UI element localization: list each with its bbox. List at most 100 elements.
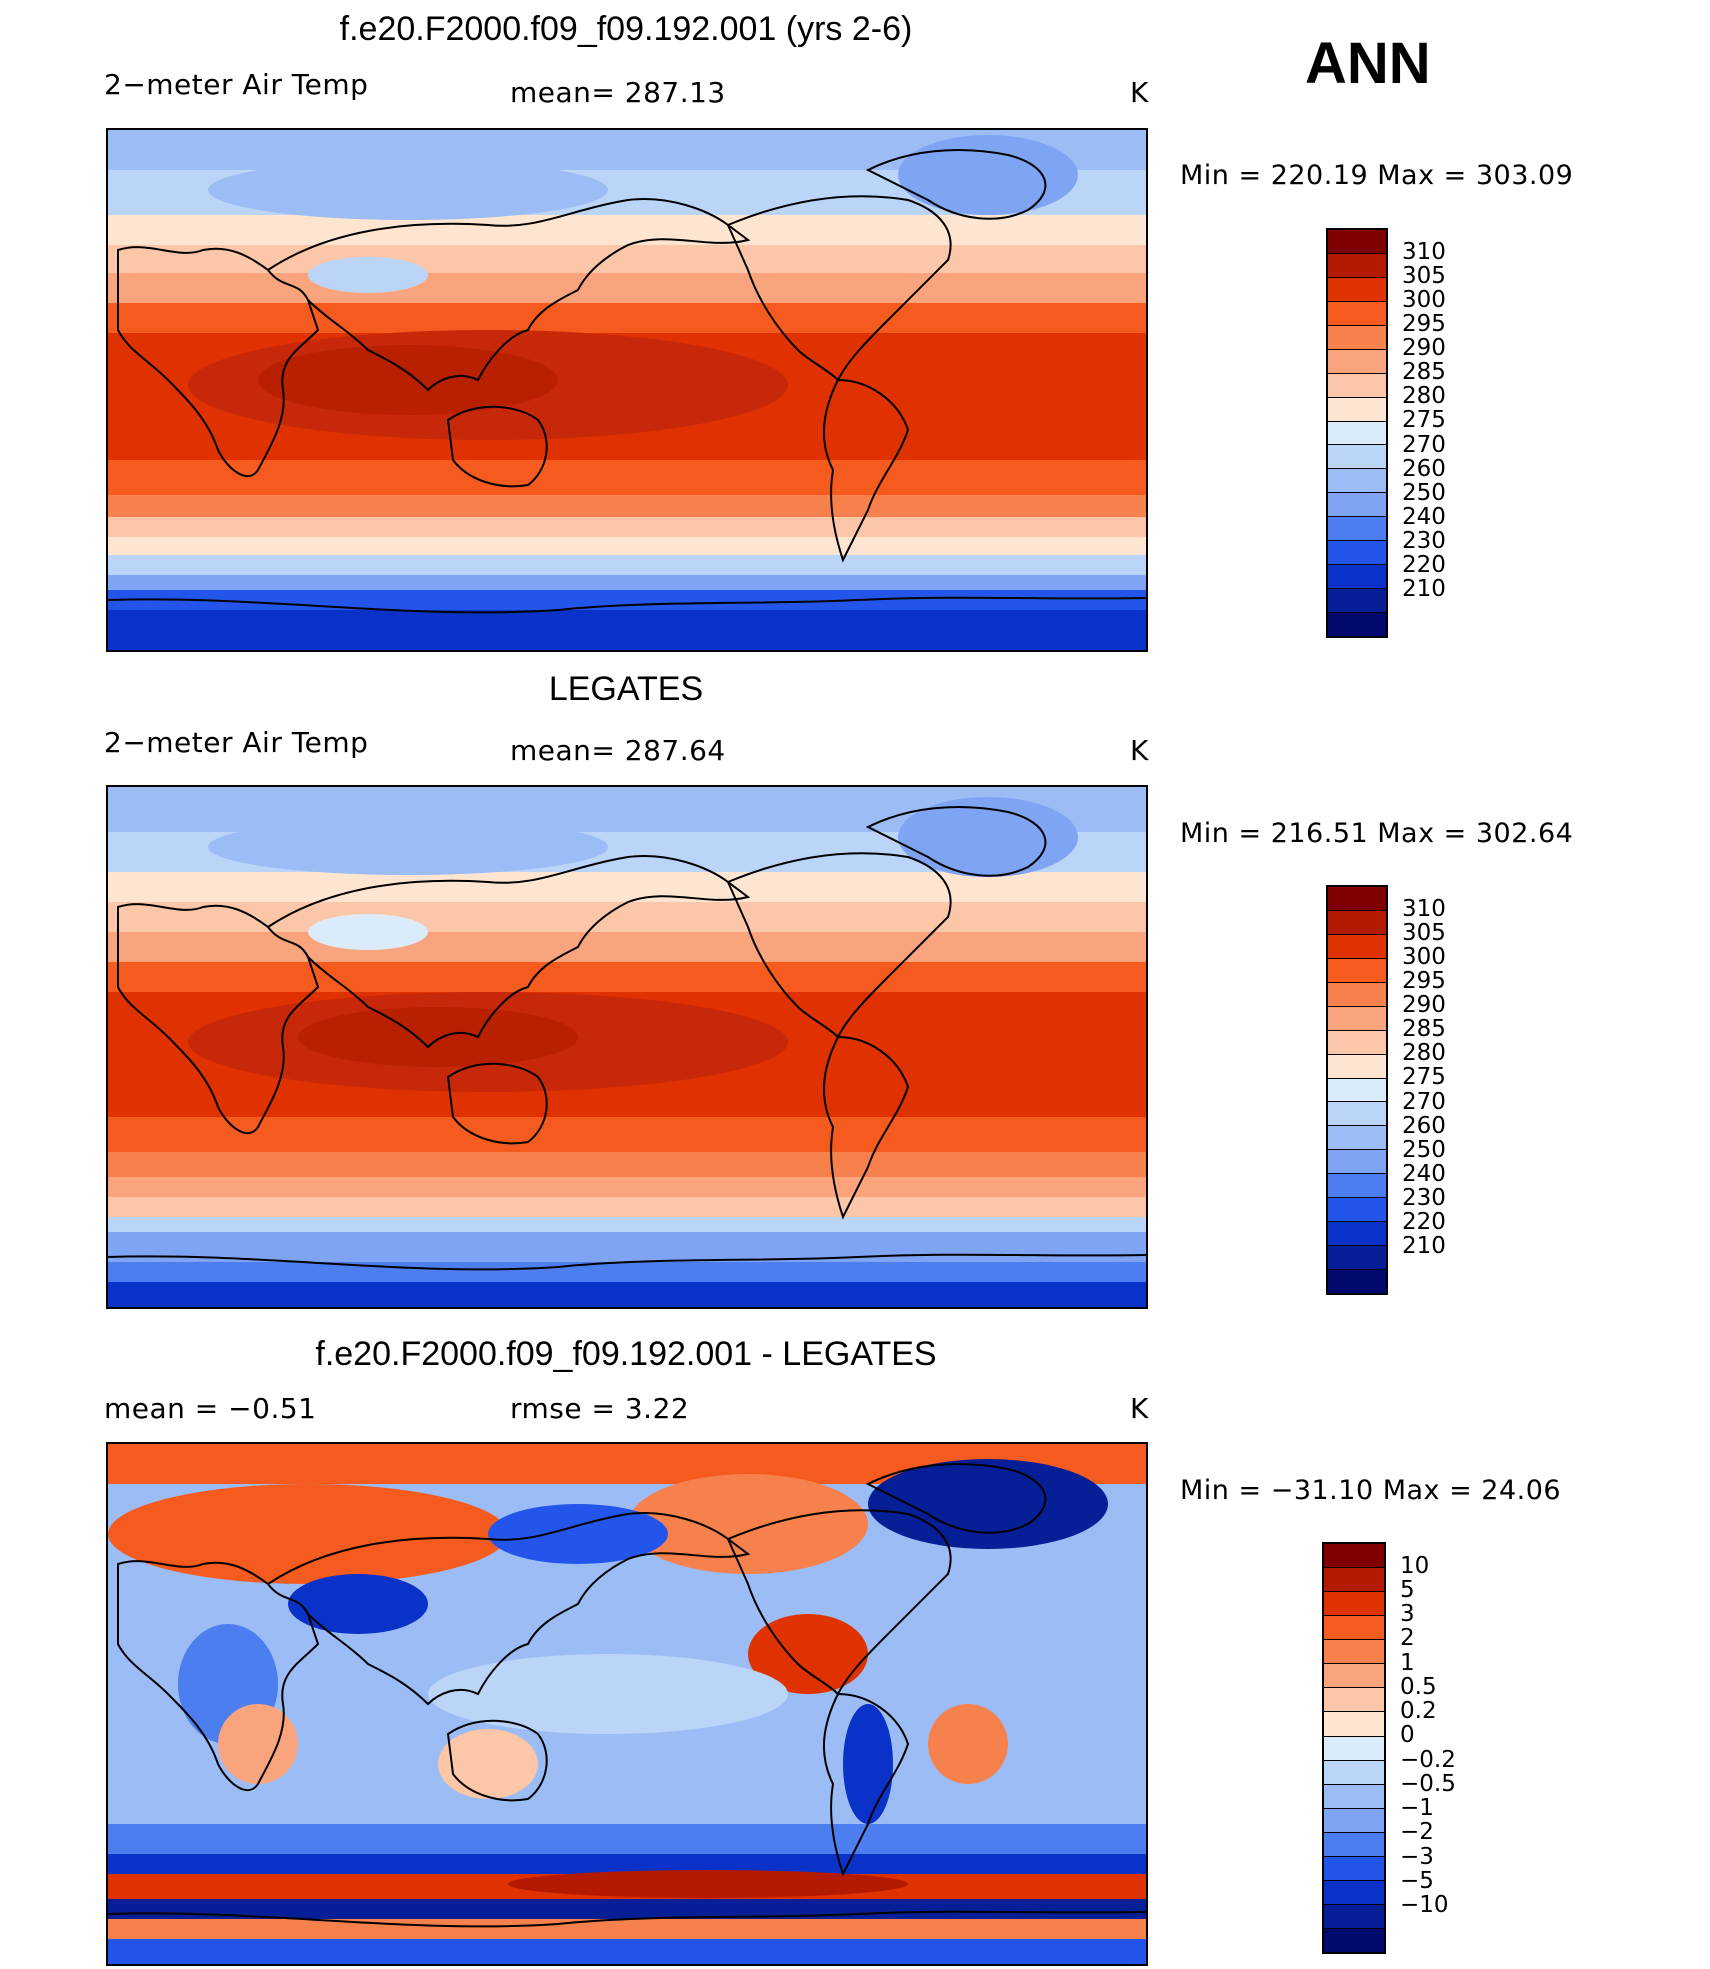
colorbar-tick-label: 295 bbox=[1402, 310, 1446, 337]
minmax-label-diff: Min = −31.10 Max = 24.06 bbox=[1180, 1475, 1562, 1506]
colorbar-tick-label: −0.2 bbox=[1400, 1746, 1456, 1773]
colorbar-tick-label: 285 bbox=[1402, 359, 1446, 386]
colorbar-swatch bbox=[1328, 1222, 1386, 1247]
colorbar-tick-label: 1 bbox=[1400, 1649, 1415, 1676]
colorbar-tick-label: 220 bbox=[1402, 552, 1446, 579]
variable-label-obs: 2−meter Air Temp bbox=[104, 726, 369, 759]
colorbar-swatch bbox=[1328, 325, 1386, 350]
temperature-field-model bbox=[108, 130, 1146, 650]
colorbar-swatch bbox=[1324, 1736, 1384, 1761]
colorbar-tick-label: 280 bbox=[1402, 383, 1446, 410]
colorbar-labels-diff: 10 5 3 2 1 0.5 0.2 0 −0.2 −0.5 −1 −2 −3 −5 −10 bbox=[1400, 1542, 1490, 1954]
colorbar-swatch bbox=[1324, 1688, 1384, 1713]
colorbar-tick-label: 270 bbox=[1402, 1088, 1446, 1115]
colorbar-swatch bbox=[1324, 1929, 1384, 1953]
panel-title-model: f.e20.F2000.f09_f09.192.001 (yrs 2-6) bbox=[339, 10, 913, 48]
colorbar-labels-model: 310 305 300 295 290 285 280 275 270 260 250 240 230 2… bbox=[1402, 228, 1482, 638]
colorbar-tick-label: 305 bbox=[1402, 919, 1446, 946]
colorbar-diff bbox=[1322, 1542, 1386, 1954]
colorbar-tick-label: 285 bbox=[1402, 1016, 1446, 1043]
season-label: ANN bbox=[1305, 31, 1431, 96]
mean-label-model: mean= 287.13 bbox=[510, 76, 726, 109]
minmax-label-obs: Min = 216.51 Max = 302.64 bbox=[1180, 818, 1574, 849]
colorbar-tick-label: 0.2 bbox=[1400, 1698, 1437, 1725]
colorbar-swatch bbox=[1328, 397, 1386, 422]
mean-label-obs: mean= 287.64 bbox=[510, 734, 726, 767]
minmax-label-model: Min = 220.19 Max = 303.09 bbox=[1180, 160, 1574, 191]
colorbar-tick-label: 260 bbox=[1402, 1112, 1446, 1139]
colorbar-tick-label: 230 bbox=[1402, 528, 1446, 555]
colorbar-tick-label: 0.5 bbox=[1400, 1673, 1437, 1700]
colorbar-tick-label: 295 bbox=[1402, 967, 1446, 994]
colorbar-swatch bbox=[1328, 958, 1386, 983]
panel-title-diff: f.e20.F2000.f09_f09.192.001 - LEGATES bbox=[315, 1335, 937, 1373]
colorbar-swatch bbox=[1328, 517, 1386, 542]
colorbar-swatch bbox=[1328, 1078, 1386, 1103]
colorbar-swatch bbox=[1324, 1616, 1384, 1641]
colorbar-tick-label: −5 bbox=[1400, 1867, 1434, 1894]
colorbar-tick-label: 250 bbox=[1402, 479, 1446, 506]
units-label-diff: K bbox=[1130, 1392, 1149, 1425]
colorbar-tick-label: 5 bbox=[1400, 1576, 1415, 1603]
colorbar-labels-obs: 310 305 300 295 290 285 280 275 270 260 250 240 230 2… bbox=[1402, 885, 1482, 1295]
colorbar-tick-label: 210 bbox=[1402, 576, 1446, 603]
mean-label-diff: mean = −0.51 bbox=[104, 1392, 317, 1425]
colorbar-swatch bbox=[1328, 1174, 1386, 1199]
colorbar-swatch bbox=[1328, 349, 1386, 374]
colorbar-tick-label: 275 bbox=[1402, 407, 1446, 434]
colorbar-swatch bbox=[1324, 1544, 1384, 1569]
colorbar-swatch bbox=[1328, 1246, 1386, 1270]
colorbar-swatch bbox=[1328, 230, 1386, 254]
colorbar-tick-label: −1 bbox=[1400, 1795, 1434, 1822]
rmse-label-diff: rmse = 3.22 bbox=[510, 1392, 690, 1425]
colorbar-tick-label: 290 bbox=[1402, 335, 1446, 362]
colorbar-tick-label: 290 bbox=[1402, 992, 1446, 1019]
colorbar-tick-label: 240 bbox=[1402, 1160, 1446, 1187]
colorbar-tick-label: 310 bbox=[1402, 895, 1446, 922]
colorbar-tick-label: 310 bbox=[1402, 238, 1446, 265]
colorbar-swatch bbox=[1324, 1784, 1384, 1809]
colorbar-tick-label: 250 bbox=[1402, 1136, 1446, 1163]
map-obs bbox=[106, 785, 1148, 1309]
colorbar-swatch bbox=[1324, 1808, 1384, 1833]
colorbar-tick-label: −2 bbox=[1400, 1819, 1434, 1846]
colorbar-swatch bbox=[1328, 589, 1386, 613]
panel-title-obs: LEGATES bbox=[548, 670, 704, 708]
colorbar-tick-label: 0 bbox=[1400, 1722, 1415, 1749]
colorbar-swatch bbox=[1324, 1904, 1384, 1929]
colorbar-swatch bbox=[1324, 1856, 1384, 1881]
colorbar-tick-label: −0.5 bbox=[1400, 1770, 1456, 1797]
colorbar-tick-label: 240 bbox=[1402, 503, 1446, 530]
colorbar-swatch bbox=[1324, 1880, 1384, 1905]
colorbar-tick-label: 210 bbox=[1402, 1233, 1446, 1260]
colorbar-swatch bbox=[1328, 1198, 1386, 1223]
colorbar-swatch bbox=[1328, 253, 1386, 278]
colorbar-swatch bbox=[1328, 301, 1386, 326]
colorbar-swatch bbox=[1328, 565, 1386, 590]
colorbar-swatch bbox=[1328, 1102, 1386, 1127]
temperature-difference-field bbox=[108, 1444, 1146, 1964]
colorbar-tick-label: −3 bbox=[1400, 1843, 1434, 1870]
colorbar-swatch bbox=[1328, 1126, 1386, 1151]
colorbar-swatch bbox=[1328, 934, 1386, 959]
colorbar-model bbox=[1326, 228, 1388, 638]
colorbar-swatch bbox=[1328, 1030, 1386, 1055]
colorbar-swatch bbox=[1328, 910, 1386, 935]
colorbar-swatch bbox=[1324, 1832, 1384, 1857]
colorbar-tick-label: 3 bbox=[1400, 1601, 1415, 1628]
colorbar-tick-label: 305 bbox=[1402, 262, 1446, 289]
colorbar-swatch bbox=[1328, 541, 1386, 566]
map-model bbox=[106, 128, 1148, 652]
colorbar-tick-label: 2 bbox=[1400, 1625, 1415, 1652]
colorbar-swatch bbox=[1328, 1006, 1386, 1031]
colorbar-obs bbox=[1326, 885, 1388, 1295]
colorbar-swatch bbox=[1328, 887, 1386, 911]
colorbar-tick-label: 300 bbox=[1402, 943, 1446, 970]
units-label-obs: K bbox=[1130, 734, 1149, 767]
colorbar-swatch bbox=[1324, 1664, 1384, 1689]
colorbar-tick-label: 280 bbox=[1402, 1040, 1446, 1067]
colorbar-swatch bbox=[1324, 1568, 1384, 1593]
map-diff bbox=[106, 1442, 1148, 1966]
colorbar-swatch bbox=[1328, 277, 1386, 302]
colorbar-tick-label: 260 bbox=[1402, 455, 1446, 482]
